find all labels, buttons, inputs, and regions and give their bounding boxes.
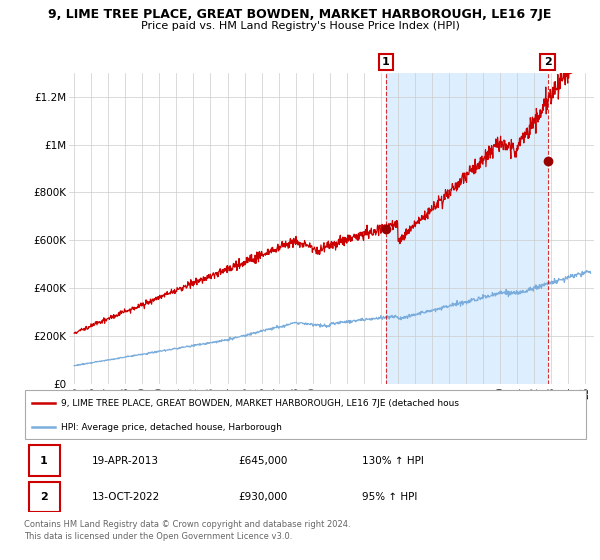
Text: 9, LIME TREE PLACE, GREAT BOWDEN, MARKET HARBOROUGH, LE16 7JE: 9, LIME TREE PLACE, GREAT BOWDEN, MARKET…	[49, 8, 551, 21]
FancyBboxPatch shape	[29, 445, 59, 476]
Text: 1: 1	[40, 456, 47, 465]
Text: 2: 2	[544, 57, 551, 67]
Text: 19-APR-2013: 19-APR-2013	[92, 456, 158, 465]
Text: 130% ↑ HPI: 130% ↑ HPI	[362, 456, 424, 465]
Text: Price paid vs. HM Land Registry's House Price Index (HPI): Price paid vs. HM Land Registry's House …	[140, 21, 460, 31]
Text: £645,000: £645,000	[238, 456, 287, 465]
Text: 1: 1	[382, 57, 390, 67]
Text: This data is licensed under the Open Government Licence v3.0.: This data is licensed under the Open Gov…	[24, 532, 292, 541]
Text: 95% ↑ HPI: 95% ↑ HPI	[362, 492, 418, 502]
FancyBboxPatch shape	[25, 390, 586, 438]
Text: HPI: Average price, detached house, Harborough: HPI: Average price, detached house, Harb…	[61, 422, 281, 432]
Text: 2: 2	[40, 492, 47, 502]
Bar	[386, 73, 548, 384]
Text: 13-OCT-2022: 13-OCT-2022	[92, 492, 160, 502]
Text: 9, LIME TREE PLACE, GREAT BOWDEN, MARKET HARBOROUGH, LE16 7JE (detached hous: 9, LIME TREE PLACE, GREAT BOWDEN, MARKET…	[61, 399, 458, 408]
Text: Contains HM Land Registry data © Crown copyright and database right 2024.: Contains HM Land Registry data © Crown c…	[24, 520, 350, 529]
FancyBboxPatch shape	[29, 482, 59, 512]
Text: £930,000: £930,000	[238, 492, 287, 502]
